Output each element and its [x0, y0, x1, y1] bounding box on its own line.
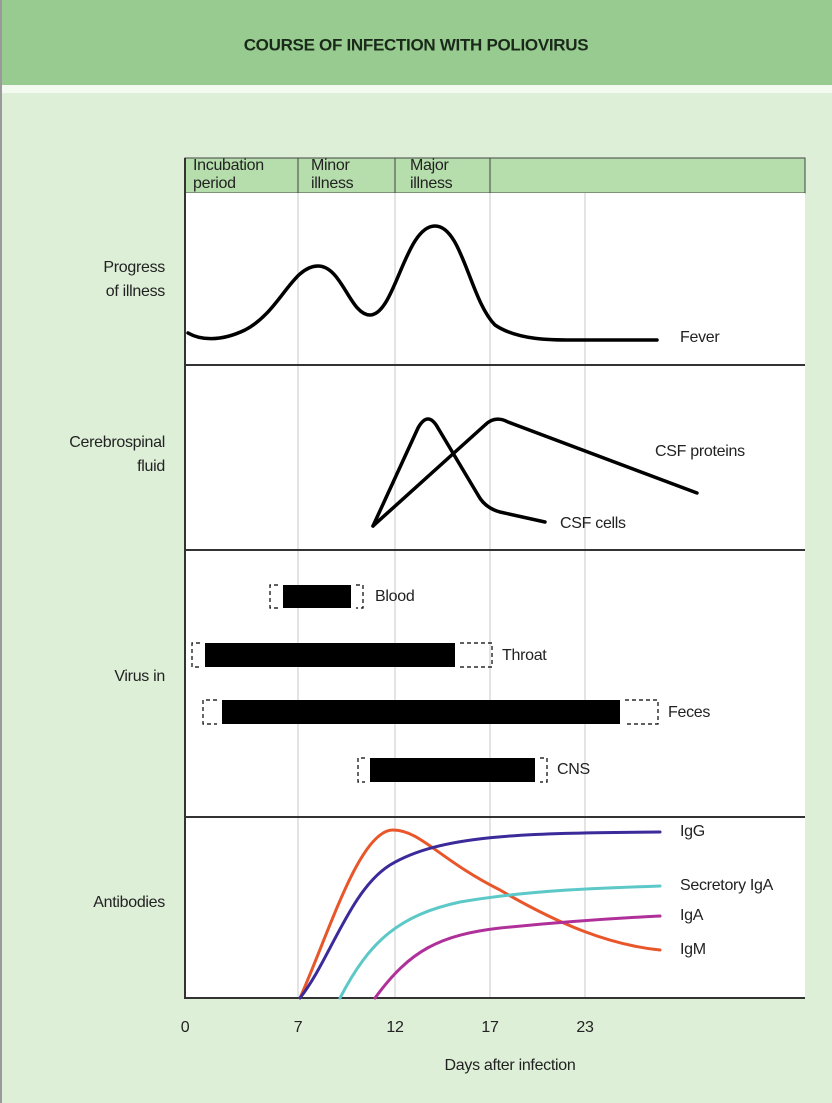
iga-curve	[373, 914, 662, 1000]
igg-curve	[298, 830, 662, 1000]
row-label: Virus in	[114, 668, 165, 685]
fever-curve	[186, 224, 659, 342]
secretory-iga-curve	[338, 884, 662, 1000]
phase-label: Major	[410, 157, 449, 174]
curve-label: IgA	[680, 907, 704, 924]
phase-label: illness	[311, 175, 354, 192]
curve-label: IgG	[680, 823, 705, 840]
title-band	[2, 0, 832, 85]
csf-cells-curve	[371, 417, 547, 528]
virus-bar	[283, 585, 351, 608]
phase-label: illness	[410, 175, 453, 192]
curve-label: CNS	[557, 761, 590, 778]
x-tick-label: 17	[481, 1019, 499, 1036]
bar-range	[269, 584, 364, 609]
virus-bar	[370, 758, 535, 782]
curve-label: CSF proteins	[655, 443, 745, 460]
curve-label: Throat	[502, 647, 547, 664]
x-tick-label: 0	[181, 1019, 190, 1036]
curve-label: Blood	[375, 588, 414, 605]
row-label: Progress	[103, 259, 165, 276]
x-axis-label: Days after infection	[445, 1057, 576, 1074]
csf-proteins-curve	[371, 417, 699, 528]
title: COURSE OF INFECTION WITH POLIOVIRUS	[244, 35, 589, 54]
phase-label: period	[193, 175, 236, 192]
curve-label: Secretory IgA	[680, 877, 774, 894]
x-tick-label: 23	[576, 1019, 594, 1036]
bar-range	[202, 699, 659, 725]
igm-curve	[298, 828, 662, 1000]
curve-label: CSF cells	[560, 515, 626, 532]
bar-range	[191, 642, 493, 668]
title-strip	[2, 85, 832, 93]
bar-range	[357, 757, 548, 783]
phase-label: Incubation	[193, 157, 264, 174]
row-label: Cerebrospinal	[69, 434, 165, 451]
row-label: Antibodies	[93, 894, 165, 911]
x-tick-label: 7	[294, 1019, 303, 1036]
row-label: of illness	[106, 283, 166, 300]
phase-label: Minor	[311, 157, 350, 174]
row-label: fluid	[137, 458, 165, 475]
virus-bar	[222, 700, 620, 724]
curve-label: IgM	[680, 941, 706, 958]
curve-label: Fever	[680, 329, 720, 346]
curve-label: Feces	[668, 704, 710, 721]
x-tick-label: 12	[386, 1019, 404, 1036]
phase-header	[184, 157, 806, 194]
virus-bar	[205, 643, 455, 667]
